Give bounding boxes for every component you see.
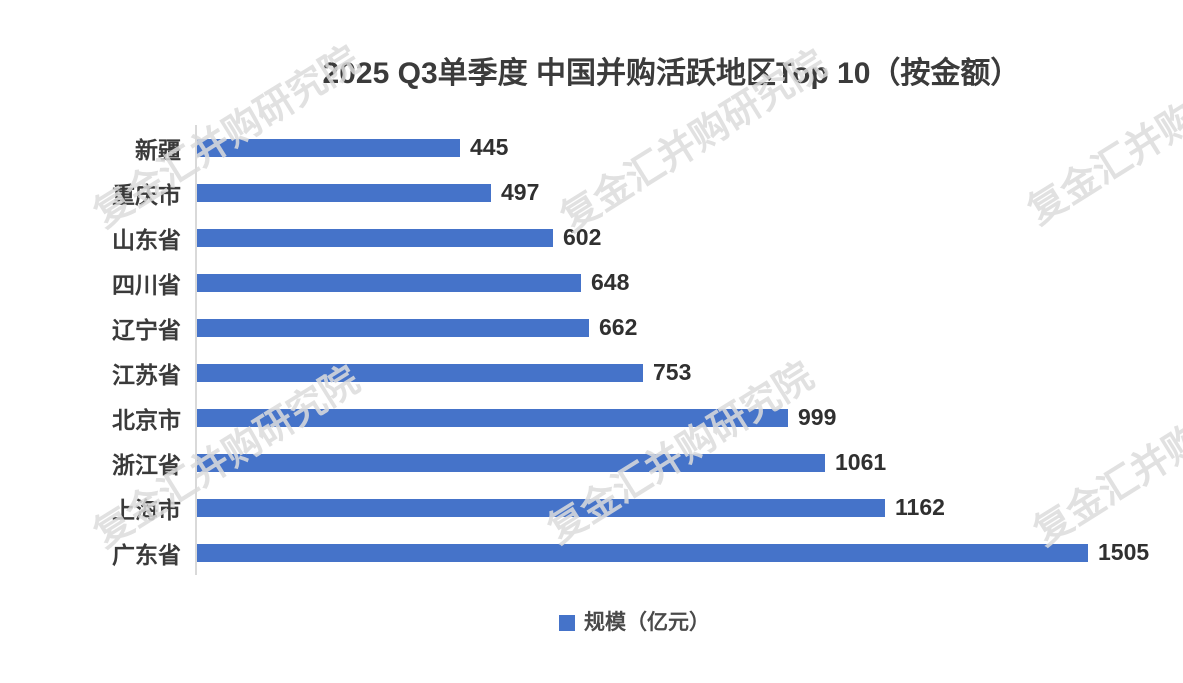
category-label: 四川省 bbox=[112, 271, 181, 298]
bar-row: 江苏省 753 bbox=[0, 350, 1183, 395]
bar bbox=[197, 273, 581, 292]
bar bbox=[197, 498, 885, 517]
value-label: 648 bbox=[591, 269, 630, 295]
category-label: 浙江省 bbox=[112, 451, 181, 478]
bar bbox=[197, 408, 788, 427]
value-label: 1162 bbox=[895, 494, 945, 520]
value-label: 445 bbox=[470, 134, 509, 160]
value-label: 602 bbox=[563, 224, 602, 250]
bar-row: 北京市 999 bbox=[0, 395, 1183, 440]
category-label: 广东省 bbox=[112, 541, 181, 568]
value-label: 753 bbox=[653, 359, 692, 385]
value-label: 1505 bbox=[1098, 539, 1150, 565]
legend-label: 规模（亿元） bbox=[584, 611, 710, 634]
category-label: 新疆 bbox=[135, 136, 181, 163]
category-label: 山东省 bbox=[112, 226, 181, 253]
legend-swatch bbox=[559, 614, 575, 631]
bar bbox=[197, 228, 553, 247]
bar-row: 辽宁省 662 bbox=[0, 305, 1183, 350]
bar-row: 重庆市 497 bbox=[0, 170, 1183, 215]
bar-row: 新疆 445 bbox=[0, 125, 1183, 170]
value-label: 999 bbox=[798, 404, 837, 430]
bar bbox=[197, 453, 825, 472]
category-label: 江苏省 bbox=[112, 361, 181, 388]
bar bbox=[197, 318, 589, 337]
bar bbox=[197, 183, 491, 202]
bar bbox=[197, 138, 460, 157]
legend: 规模（亿元） bbox=[86, 612, 1183, 633]
category-label: 北京市 bbox=[112, 406, 181, 433]
category-label: 辽宁省 bbox=[112, 316, 181, 343]
category-label: 重庆市 bbox=[112, 181, 181, 208]
bar-row: 山东省 602 bbox=[0, 215, 1183, 260]
value-label: 662 bbox=[599, 314, 638, 340]
category-label: 上海市 bbox=[112, 496, 181, 523]
chart-title: 2025 Q3单季度 中国并购活跃地区Top 10（按金额） bbox=[322, 57, 1021, 90]
bar bbox=[197, 363, 643, 382]
bar-row: 浙江省 1061 bbox=[0, 440, 1183, 485]
bar bbox=[197, 543, 1088, 562]
bar-row: 四川省 648 bbox=[0, 260, 1183, 305]
value-label: 1061 bbox=[835, 449, 887, 475]
y-axis-line bbox=[195, 125, 197, 575]
bar-row: 广东省 1505 bbox=[0, 530, 1183, 575]
value-label: 497 bbox=[501, 179, 540, 205]
bar-row: 上海市 1162 bbox=[0, 485, 1183, 530]
bar-plot-area: 新疆 445 重庆市 497 山东省 602 四川省 648 辽宁省 662 江… bbox=[0, 125, 1183, 575]
